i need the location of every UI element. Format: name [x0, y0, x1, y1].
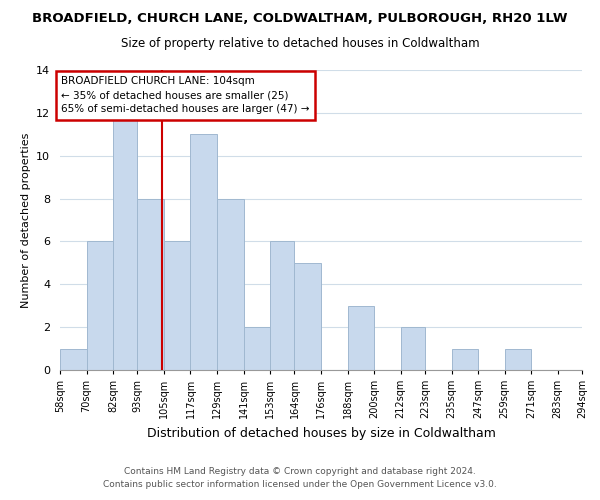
Text: Contains HM Land Registry data © Crown copyright and database right 2024.: Contains HM Land Registry data © Crown c… — [124, 467, 476, 476]
Bar — [60, 348, 86, 370]
Bar — [137, 198, 164, 370]
Bar — [190, 134, 217, 370]
Y-axis label: Number of detached properties: Number of detached properties — [20, 132, 31, 308]
Text: Contains public sector information licensed under the Open Government Licence v3: Contains public sector information licen… — [103, 480, 497, 489]
Bar — [452, 348, 478, 370]
Bar — [217, 198, 244, 370]
X-axis label: Distribution of detached houses by size in Coldwaltham: Distribution of detached houses by size … — [146, 426, 496, 440]
Bar — [244, 327, 270, 370]
Bar — [347, 306, 374, 370]
Bar — [113, 113, 137, 370]
Bar — [86, 242, 113, 370]
Bar — [295, 263, 321, 370]
Bar — [164, 242, 190, 370]
Text: BROADFIELD CHURCH LANE: 104sqm
← 35% of detached houses are smaller (25)
65% of : BROADFIELD CHURCH LANE: 104sqm ← 35% of … — [61, 76, 310, 114]
Bar — [505, 348, 531, 370]
Text: BROADFIELD, CHURCH LANE, COLDWALTHAM, PULBOROUGH, RH20 1LW: BROADFIELD, CHURCH LANE, COLDWALTHAM, PU… — [32, 12, 568, 26]
Bar — [401, 327, 425, 370]
Bar — [270, 242, 295, 370]
Text: Size of property relative to detached houses in Coldwaltham: Size of property relative to detached ho… — [121, 38, 479, 51]
